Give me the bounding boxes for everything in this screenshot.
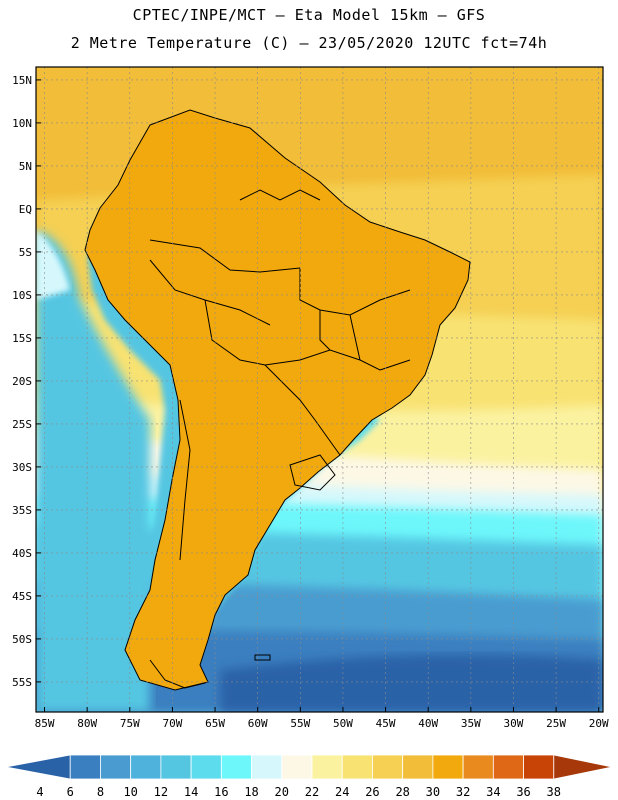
lon-tick-label: 80W (77, 717, 97, 730)
border-argentina-brazil (279, 379, 341, 456)
colorbar-swatch (5, 754, 71, 780)
border-chile-argentina (179, 399, 191, 561)
colorbar-swatch (341, 754, 373, 780)
colorbar-swatch (69, 754, 101, 780)
colorbar-swatch (462, 754, 494, 780)
colorbar-label: 32 (456, 785, 470, 799)
lat-tick-label: 5S (19, 246, 32, 259)
lat-tick-label: 15N (12, 74, 32, 87)
lon-tick-label: 30W (504, 717, 524, 730)
colorbar-label: 28 (395, 785, 409, 799)
lat-tick-label: 35S (12, 504, 32, 517)
colorbar: 4 6 8 10 12 14 16 18 20 22 24 26 28 30 32 34 36 38 (5, 754, 613, 799)
colorbar-swatch (100, 754, 132, 780)
border-brazil-states-2 (319, 310, 331, 351)
colorbar-swatch (432, 754, 464, 780)
colorbar-swatch (311, 754, 343, 780)
title-model: CPTEC/INPE/MCT – Eta Model 15km – GFS (132, 6, 486, 24)
lon-tick-label: 20W (589, 717, 609, 730)
colorbar-label: 16 (214, 785, 228, 799)
colorbar-label: 6 (67, 785, 74, 799)
colorbar-label: 20 (275, 785, 289, 799)
border-north (149, 239, 301, 273)
lat-tick-label: 40S (12, 547, 32, 560)
colorbar-swatch (553, 754, 613, 780)
border-brazil-states-1 (299, 268, 411, 316)
colorbar-swatch (492, 754, 524, 780)
map-frame (35, 66, 604, 713)
colorbar-label: 30 (426, 785, 440, 799)
colorbar-swatch (130, 754, 162, 780)
colorbar-label: 14 (184, 785, 198, 799)
colorbar-label: 22 (305, 785, 319, 799)
colorbar-label: 18 (244, 785, 258, 799)
border-paraguay (264, 349, 361, 366)
ocean-band-4 (220, 654, 603, 712)
colorbar-label: 8 (97, 785, 104, 799)
lon-tick-label: 70W (162, 717, 182, 730)
longitude-axis: 85W 80W 75W 70W 65W 60W 55W 50W 45W 40W 35W 30W 25W 2… (35, 707, 609, 730)
colorbar-label: 10 (123, 785, 137, 799)
border-brazil-states-3 (349, 314, 411, 371)
lon-tick-label: 75W (120, 717, 140, 730)
colorbar-swatch (372, 754, 404, 780)
colorbar-swatch (160, 754, 192, 780)
lat-tick-label: 55S (12, 676, 32, 689)
border-guianas (239, 189, 321, 201)
border-bolivia (204, 299, 281, 381)
lon-tick-label: 45W (376, 717, 396, 730)
lon-tick-label: 50W (333, 717, 353, 730)
lat-tick-label: 10S (12, 289, 32, 302)
political-borders (84, 109, 471, 691)
lon-tick-label: 60W (248, 717, 268, 730)
colorbar-swatch (523, 754, 555, 780)
pacific-cool-water (36, 230, 150, 712)
colorbar-swatch (190, 754, 222, 780)
tierra-del-fuego (149, 659, 206, 689)
falklands-outline (254, 654, 271, 661)
colorbar-label: 26 (365, 785, 379, 799)
colorbar-label: 12 (154, 785, 168, 799)
colorbar-swatch (220, 754, 252, 780)
colorbar-label: 38 (547, 785, 561, 799)
latitude-axis: 15N 10N 5N EQ 5S 10S 15S 20S 25S 30S 35S 40S 45S 50S 5… (12, 74, 41, 689)
lat-tick-label: EQ (19, 203, 32, 216)
colorbar-label: 24 (335, 785, 349, 799)
lat-tick-label: 25S (12, 418, 32, 431)
colorbar-swatch (281, 754, 313, 780)
lat-tick-label: 30S (12, 461, 32, 474)
title-variable: 2 Metre Temperature (C) – 23/05/2020 12U… (70, 34, 548, 52)
lat-tick-label: 5N (19, 160, 32, 173)
lat-tick-label: 45S (12, 590, 32, 603)
lon-tick-label: 40W (418, 717, 438, 730)
colorbar-label: 36 (516, 785, 530, 799)
colorbar-label: 34 (486, 785, 500, 799)
uruguay-outline (289, 454, 336, 491)
lat-tick-label: 10N (12, 117, 32, 130)
lon-tick-label: 85W (35, 717, 55, 730)
lon-tick-label: 35W (461, 717, 481, 730)
lon-tick-label: 65W (205, 717, 225, 730)
lat-tick-label: 50S (12, 633, 32, 646)
lat-tick-label: 20S (12, 375, 32, 388)
lon-tick-label: 25W (546, 717, 566, 730)
colorbar-swatch (402, 754, 434, 780)
lon-tick-label: 55W (290, 717, 310, 730)
temperature-field (36, 67, 603, 712)
colorbar-label: 4 (36, 785, 43, 799)
colorbar-swatch (251, 754, 283, 780)
lat-tick-label: 15S (12, 332, 32, 345)
